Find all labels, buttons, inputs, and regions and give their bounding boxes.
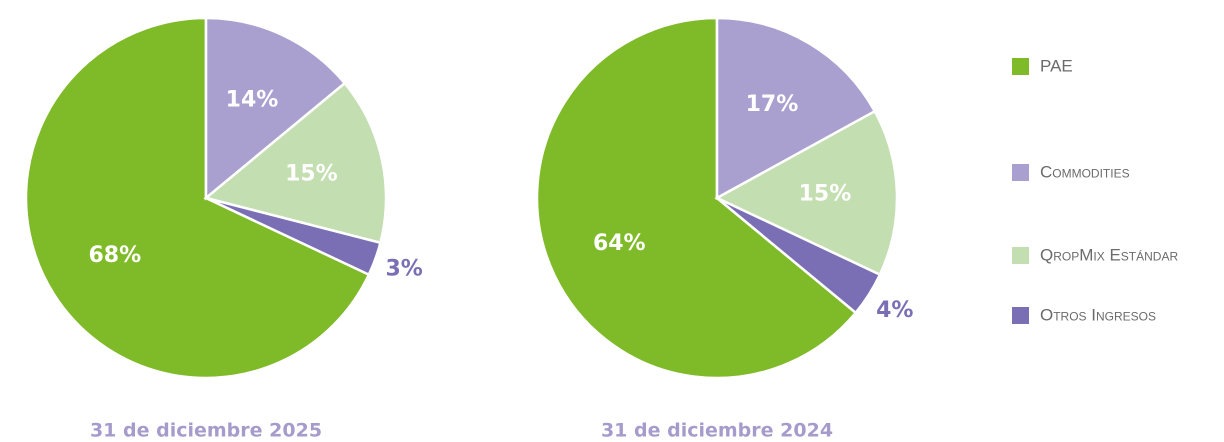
pie-slice xyxy=(205,196,382,277)
legend-label: QropMix Estándar xyxy=(1040,245,1178,264)
legend-swatch xyxy=(1012,58,1029,75)
chart-title: 31 de diciembre 2024 xyxy=(601,420,833,442)
pie-slice xyxy=(535,16,858,380)
pie-slice xyxy=(204,16,347,201)
data-label: 15% xyxy=(285,161,338,186)
chart-title: 31 de diciembre 2025 xyxy=(90,420,322,442)
legend-label: Commodities xyxy=(1040,162,1130,181)
legend-swatch xyxy=(1012,307,1029,324)
pie-slice xyxy=(714,109,899,277)
data-label: 3% xyxy=(385,256,422,281)
data-label: 17% xyxy=(746,92,799,117)
data-label: 68% xyxy=(88,243,141,268)
data-label: 64% xyxy=(593,231,646,256)
data-label: 4% xyxy=(876,298,913,323)
data-label: 15% xyxy=(799,182,852,207)
legend-swatch xyxy=(1012,164,1029,181)
pie-slice xyxy=(715,16,877,201)
pie-slice xyxy=(716,196,882,315)
pie-slice xyxy=(24,16,371,380)
legend-swatch xyxy=(1012,247,1029,264)
legend-label: PAE xyxy=(1040,56,1073,75)
pie-slice xyxy=(203,81,388,245)
data-label: 14% xyxy=(226,87,279,112)
legend-label: Otros Ingresos xyxy=(1040,305,1156,324)
